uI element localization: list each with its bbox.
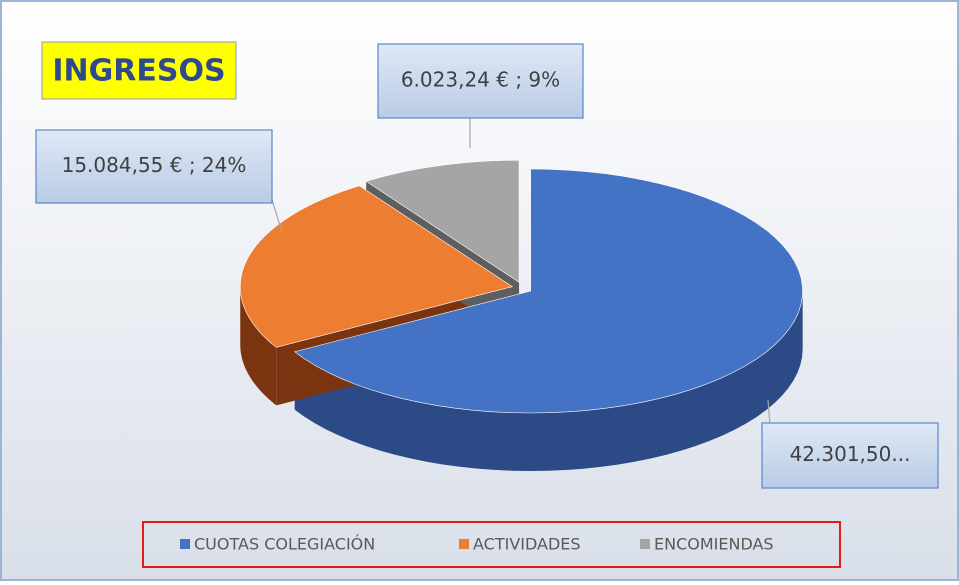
title-box (41, 41, 237, 100)
legend-box (142, 521, 841, 568)
label-box (35, 129, 273, 204)
legend-swatch (459, 539, 469, 549)
legend-swatch (640, 539, 650, 549)
data-label: 6.023,24 € ; 9% (401, 68, 560, 92)
slice (294, 168, 803, 414)
legend: CUOTAS COLEGIACIÓN ACTIVIDADES ENCOMIENDAS (180, 535, 774, 554)
label-box (761, 422, 939, 489)
slice-side (294, 291, 803, 472)
chart-title: INGRESOS (52, 54, 225, 89)
slice (239, 185, 513, 348)
data-label: 15.084,55 € ; 24% (62, 153, 247, 177)
data-labels: 42.301,50... 15.084,55 € ; 24% 6.023,24 € … (35, 43, 939, 489)
pie (239, 159, 803, 472)
data-label: 42.301,50... (790, 442, 911, 466)
leader-line (271, 199, 283, 233)
legend-label: ENCOMIENDAS (654, 535, 774, 554)
legend-label: CUOTAS COLEGIACIÓN (194, 535, 375, 554)
slice-side (240, 286, 277, 406)
slice (365, 159, 520, 283)
legend-swatch (180, 539, 190, 549)
label-box (377, 43, 584, 119)
legend-label: ACTIVIDADES (473, 535, 581, 554)
leader-line (767, 399, 771, 426)
